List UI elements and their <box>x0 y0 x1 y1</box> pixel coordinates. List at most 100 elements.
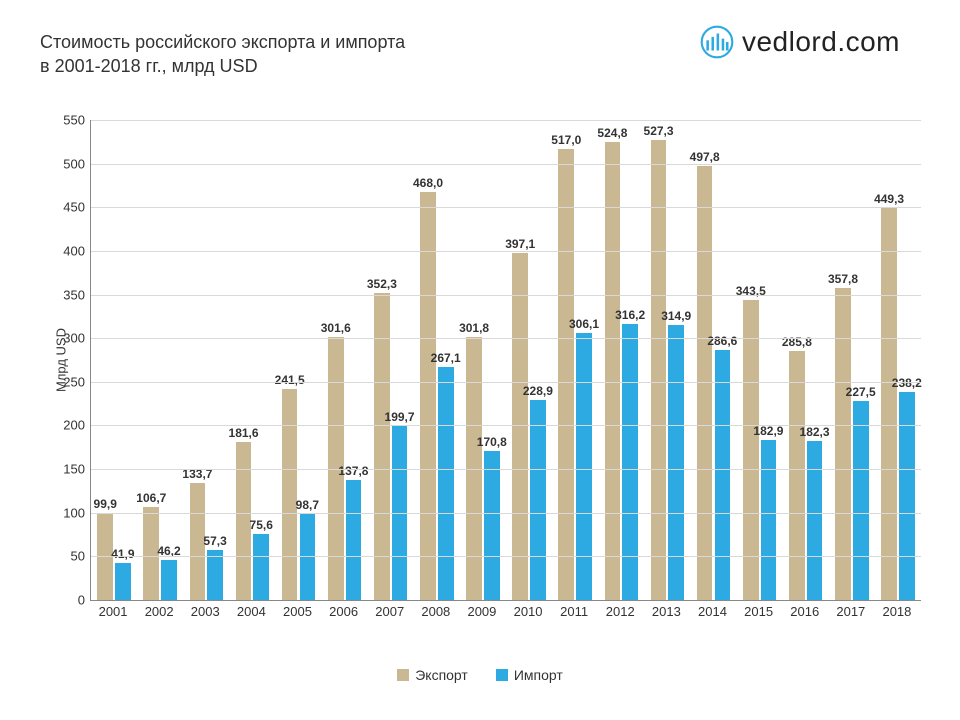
data-label: 182,9 <box>753 424 783 438</box>
data-label: 137,8 <box>338 464 368 478</box>
data-label: 301,8 <box>459 321 489 335</box>
legend-swatch <box>496 669 508 681</box>
export-bar <box>743 300 759 600</box>
export-bar <box>558 149 574 600</box>
data-label: 238,2 <box>892 376 922 390</box>
legend-item: Экспорт <box>397 667 468 683</box>
legend: Экспорт Импорт <box>0 660 960 690</box>
grid-line <box>91 164 921 165</box>
x-tick-label: 2009 <box>467 604 496 619</box>
data-label: 99,9 <box>94 497 117 511</box>
x-tick-label: 2015 <box>744 604 773 619</box>
bars-container: 99,9106,7133,7181,6241,5301,6352,3468,03… <box>91 120 921 600</box>
title-line-1: Стоимость российского экспорта и импорта <box>40 32 405 52</box>
grid-line <box>91 251 921 252</box>
y-tick-label: 200 <box>40 418 91 433</box>
data-label: 527,3 <box>644 124 674 138</box>
data-label: 57,3 <box>203 534 226 548</box>
data-label: 497,8 <box>690 150 720 164</box>
data-label: 98,7 <box>296 498 319 512</box>
import-bar <box>346 480 362 600</box>
header: Стоимость российского экспорта и импорта… <box>40 30 920 90</box>
data-label: 286,6 <box>707 334 737 348</box>
data-label: 182,3 <box>800 425 830 439</box>
grid-line <box>91 382 921 383</box>
data-label: 41,9 <box>111 547 134 561</box>
x-tick-label: 2017 <box>836 604 865 619</box>
legend-label: Экспорт <box>415 667 468 683</box>
import-bar <box>161 560 177 600</box>
y-tick-label: 350 <box>40 287 91 302</box>
import-bar <box>622 324 638 600</box>
data-label: 314,9 <box>661 309 691 323</box>
export-bar <box>605 142 621 600</box>
x-axis: 2001200220032004200520062007200820092010… <box>90 600 920 622</box>
plot-area: Млрд USD 99,9106,7133,7181,6241,5301,635… <box>90 120 921 601</box>
data-label: 357,8 <box>828 272 858 286</box>
y-tick-label: 0 <box>40 593 91 608</box>
data-label: 106,7 <box>136 491 166 505</box>
import-bar <box>807 441 823 600</box>
data-label: 352,3 <box>367 277 397 291</box>
export-bar <box>420 192 436 600</box>
brand-logo: vedlord.com <box>700 25 900 59</box>
import-bar <box>530 400 546 600</box>
legend-item: Импорт <box>496 667 563 683</box>
import-bar <box>899 392 915 600</box>
export-bar <box>282 389 298 600</box>
y-tick-label: 50 <box>40 549 91 564</box>
export-bar <box>835 288 851 600</box>
data-label: 306,1 <box>569 317 599 331</box>
grid-line <box>91 469 921 470</box>
title-line-2: в 2001-2018 гг., млрд USD <box>40 56 258 76</box>
x-tick-label: 2011 <box>560 604 588 619</box>
data-label: 227,5 <box>846 385 876 399</box>
export-bar <box>789 351 805 600</box>
import-bar <box>484 451 500 600</box>
import-bar <box>253 534 269 600</box>
data-label: 449,3 <box>874 192 904 206</box>
import-bar <box>438 367 454 600</box>
legend-swatch <box>397 669 409 681</box>
grid-line <box>91 513 921 514</box>
data-label: 181,6 <box>229 426 259 440</box>
grid-line <box>91 338 921 339</box>
brand-icon <box>700 25 734 59</box>
grid-line <box>91 425 921 426</box>
data-label: 267,1 <box>431 351 461 365</box>
legend-label: Импорт <box>514 667 563 683</box>
y-tick-label: 400 <box>40 243 91 258</box>
x-tick-label: 2002 <box>145 604 174 619</box>
grid-line <box>91 207 921 208</box>
x-tick-label: 2013 <box>652 604 681 619</box>
x-tick-label: 2018 <box>882 604 911 619</box>
import-bar <box>853 401 869 600</box>
data-label: 524,8 <box>597 126 627 140</box>
bar-chart: Млрд USD 99,9106,7133,7181,6241,5301,635… <box>40 120 920 650</box>
import-bar <box>761 440 777 600</box>
x-tick-label: 2001 <box>99 604 128 619</box>
y-tick-label: 150 <box>40 462 91 477</box>
data-label: 228,9 <box>523 384 553 398</box>
y-tick-label: 100 <box>40 505 91 520</box>
x-tick-label: 2012 <box>606 604 635 619</box>
x-tick-label: 2008 <box>421 604 450 619</box>
import-bar <box>207 550 223 600</box>
x-tick-label: 2007 <box>375 604 404 619</box>
data-label: 241,5 <box>275 373 305 387</box>
brand-text: vedlord.com <box>742 26 900 58</box>
export-bar <box>512 253 528 600</box>
x-tick-label: 2006 <box>329 604 358 619</box>
import-bar <box>115 563 131 600</box>
x-tick-label: 2010 <box>514 604 543 619</box>
y-tick-label: 250 <box>40 374 91 389</box>
import-bar <box>576 333 592 600</box>
data-label: 199,7 <box>385 410 415 424</box>
x-tick-label: 2014 <box>698 604 727 619</box>
export-bar <box>651 140 667 600</box>
x-tick-label: 2005 <box>283 604 312 619</box>
import-bar <box>668 325 684 600</box>
data-label: 517,0 <box>551 133 581 147</box>
data-label: 316,2 <box>615 308 645 322</box>
y-tick-label: 450 <box>40 200 91 215</box>
